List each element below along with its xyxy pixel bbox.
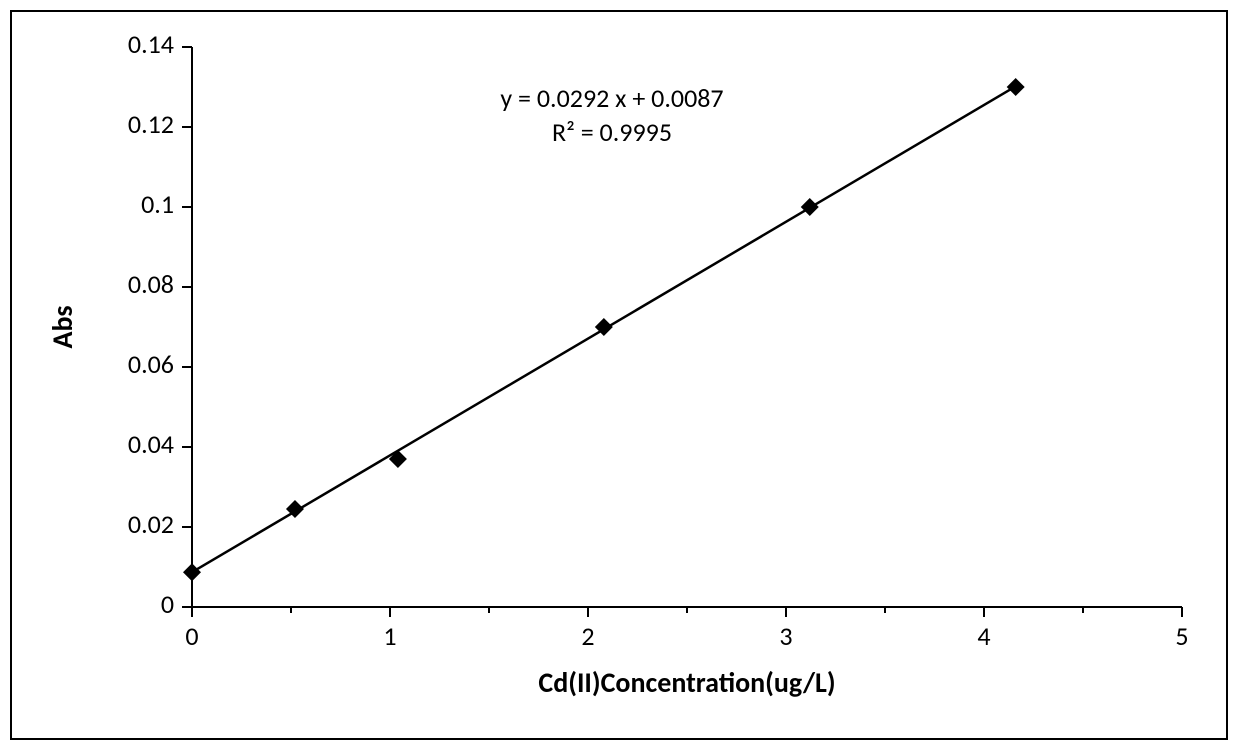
equation-line-2: R² = 0.9995 <box>552 116 672 148</box>
x-tick-label: 1 <box>383 620 396 652</box>
y-tick-label: 0.02 <box>128 508 174 540</box>
x-tick-label: 5 <box>1175 620 1188 652</box>
y-tick-label: 0.12 <box>128 108 174 140</box>
y-tick-label: 0.08 <box>128 268 174 300</box>
calibration-chart: 0 0.02 0.04 0.06 0.08 0.1 0.12 0.14 0 1 2 3 4 5 Abs Cd(… <box>12 12 1226 738</box>
x-tick-label: 0 <box>185 620 198 652</box>
y-tick-label: 0.14 <box>128 28 174 60</box>
equation-line-1: y = 0.0292 x + 0.0087 <box>500 82 723 114</box>
y-tick-label: 0.1 <box>141 188 174 220</box>
y-tick-label: 0.06 <box>128 348 174 380</box>
x-tick-label: 4 <box>977 620 990 652</box>
x-tick-label: 2 <box>581 620 594 652</box>
y-axis-label: Abs <box>45 305 80 348</box>
y-tick-label: 0 <box>161 588 174 620</box>
x-axis-label: Cd(II)Concentration(ug/L) <box>538 665 835 700</box>
x-tick-label: 3 <box>779 620 792 652</box>
chart-frame: 0 0.02 0.04 0.06 0.08 0.1 0.12 0.14 0 1 2 3 4 5 Abs Cd(… <box>10 10 1228 740</box>
y-tick-label: 0.04 <box>128 428 174 460</box>
chart-container: 0 0.02 0.04 0.06 0.08 0.1 0.12 0.14 0 1 2 3 4 5 Abs Cd(… <box>12 12 1226 738</box>
